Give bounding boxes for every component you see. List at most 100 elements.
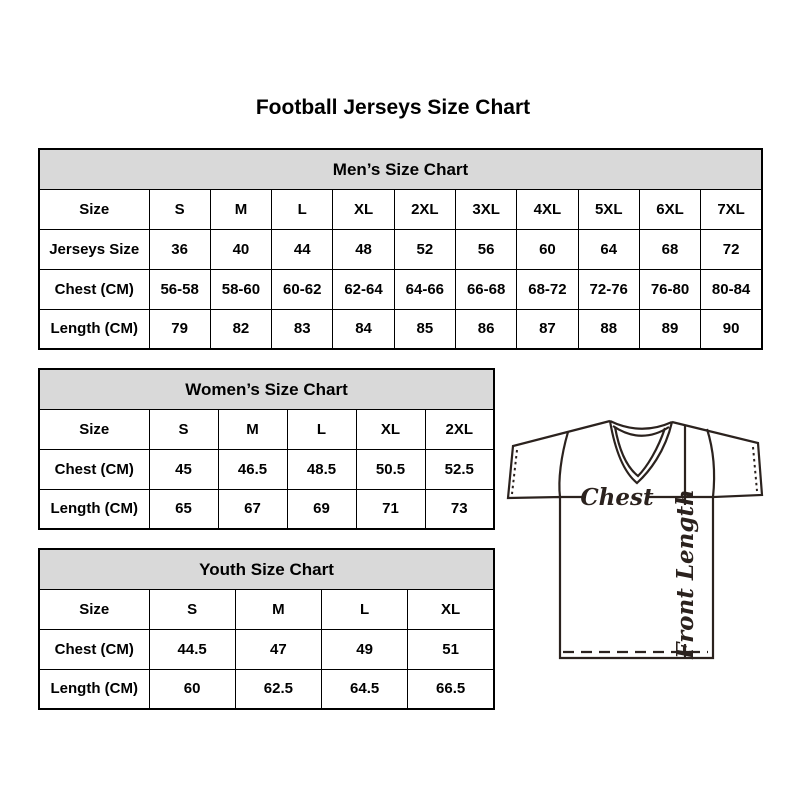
size-value-cell: 56-58 (148, 268, 211, 310)
size-value-cell: 76-80 (638, 268, 702, 310)
size-value-cell: 79 (148, 308, 211, 350)
size-value-cell: 40 (209, 228, 273, 270)
size-value-cell: 60 (148, 668, 236, 710)
size-column-header: 5XL (577, 188, 640, 230)
table-title-row: Youth Size Chart (38, 548, 495, 590)
size-column-header: XL (407, 588, 495, 630)
jersey-right-armhole (705, 428, 716, 498)
size-table: Women’s Size Chart Size S M L XL 2XL Chest (CM)… (38, 368, 495, 530)
size-value-cell: 65 (148, 488, 219, 530)
size-value-cell: 85 (393, 308, 456, 350)
row-label: Length (CM) (38, 308, 150, 350)
size-column-header: 2XL (424, 408, 495, 450)
size-value-cell: 50.5 (355, 448, 426, 490)
size-value-cell: 60 (516, 228, 579, 270)
size-value-cell: 84 (332, 308, 395, 350)
size-value-cell: 58-60 (209, 268, 273, 310)
size-value-cell: 45 (148, 448, 219, 490)
table-section-title: Men’s Size Chart (38, 148, 763, 190)
size-value-cell: 68 (638, 228, 702, 270)
size-value-cell: 73 (424, 488, 495, 530)
size-column-header: 7XL (700, 188, 763, 230)
size-value-cell: 64 (577, 228, 640, 270)
size-value-cell: 88 (577, 308, 640, 350)
size-value-cell: 66-68 (454, 268, 518, 310)
size-value-cell: 64-66 (393, 268, 456, 310)
size-value-cell: 69 (286, 488, 357, 530)
size-value-cell: 36 (148, 228, 211, 270)
table-row: Chest (CM) 56-58 58-60 60-62 62-64 64-66 66-68… (38, 268, 763, 310)
size-column-header: XL (355, 408, 426, 450)
table-section-title: Youth Size Chart (38, 548, 495, 590)
jersey-collar-band (612, 425, 670, 437)
table-title-row: Women’s Size Chart (38, 368, 495, 410)
table-header-row: Size S M L XL (38, 588, 495, 630)
table-corner-label: Size (38, 588, 150, 630)
size-column-header: M (217, 408, 288, 450)
size-value-cell: 47 (234, 628, 323, 670)
size-value-cell: 67 (217, 488, 288, 530)
table-header-row: Size S M L XL 2XL (38, 408, 495, 450)
size-value-cell: 82 (209, 308, 273, 350)
size-value-cell: 71 (355, 488, 426, 530)
size-value-cell: 44.5 (148, 628, 236, 670)
table-row: Length (CM) 60 62.5 64.5 66.5 (38, 668, 495, 710)
jersey-back-collar (609, 420, 673, 430)
size-value-cell: 68-72 (516, 268, 579, 310)
size-column-header: S (148, 588, 236, 630)
mens-size-table: Men’s Size Chart Size S M L XL 2XL 3XL 4XL 5XL 6XL… (38, 148, 763, 350)
row-label: Chest (CM) (38, 268, 150, 310)
size-value-cell: 72-76 (577, 268, 640, 310)
table-title-row: Men’s Size Chart (38, 148, 763, 190)
size-column-header: XL (332, 188, 395, 230)
size-column-header: S (148, 188, 211, 230)
size-value-cell: 44 (271, 228, 334, 270)
size-value-cell: 52.5 (424, 448, 495, 490)
row-label: Chest (CM) (38, 448, 150, 490)
size-column-header: 6XL (638, 188, 702, 230)
womens-size-table: Women’s Size Chart Size S M L XL 2XL Chest (CM)… (38, 368, 495, 530)
youth-size-table: Youth Size Chart Size S M L XL Chest (CM) 44.5 4… (38, 548, 495, 710)
jersey-left-cuff-stitch-line (511, 449, 518, 495)
size-value-cell: 60-62 (271, 268, 334, 310)
row-label: Chest (CM) (38, 628, 150, 670)
jersey-left-armhole (558, 431, 570, 498)
table-row: Chest (CM) 44.5 47 49 51 (38, 628, 495, 670)
chest-label: Chest (580, 484, 654, 511)
table-row: Jerseys Size 36 40 44 48 52 56 60 64 68 72 (38, 228, 763, 270)
size-column-header: 2XL (393, 188, 456, 230)
size-column-header: S (148, 408, 219, 450)
size-column-header: L (320, 588, 409, 630)
size-value-cell: 51 (407, 628, 495, 670)
size-value-cell: 86 (454, 308, 518, 350)
size-value-cell: 62-64 (332, 268, 395, 310)
size-column-header: 3XL (454, 188, 518, 230)
size-column-header: M (209, 188, 273, 230)
size-value-cell: 66.5 (407, 668, 495, 710)
table-section-title: Women’s Size Chart (38, 368, 495, 410)
size-value-cell: 52 (393, 228, 456, 270)
size-table: Youth Size Chart Size S M L XL Chest (CM) 44.5 4… (38, 548, 495, 710)
size-value-cell: 56 (454, 228, 518, 270)
jersey-vneck-inner (613, 426, 667, 478)
row-label: Length (CM) (38, 488, 150, 530)
size-value-cell: 83 (271, 308, 334, 350)
jersey-outline (506, 419, 764, 660)
page-title: Football Jerseys Size Chart (255, 96, 531, 119)
jersey-right-cuff-stitch-line (752, 446, 758, 492)
jersey-vneck-outer (608, 420, 674, 485)
size-value-cell: 72 (700, 228, 763, 270)
table-corner-label: Size (38, 188, 150, 230)
size-value-cell: 48 (332, 228, 395, 270)
size-value-cell: 48.5 (286, 448, 357, 490)
jersey-diagram: Chest Front Length (506, 419, 764, 660)
size-value-cell: 49 (320, 628, 409, 670)
table-row: Length (CM) 79 82 83 84 85 86 87 88 89 90 (38, 308, 763, 350)
table-header-row: Size S M L XL 2XL 3XL 4XL 5XL 6XL 7XL (38, 188, 763, 230)
size-value-cell: 46.5 (217, 448, 288, 490)
size-value-cell: 89 (638, 308, 702, 350)
size-value-cell: 80-84 (700, 268, 763, 310)
size-value-cell: 87 (516, 308, 579, 350)
table-row: Chest (CM) 45 46.5 48.5 50.5 52.5 (38, 448, 495, 490)
